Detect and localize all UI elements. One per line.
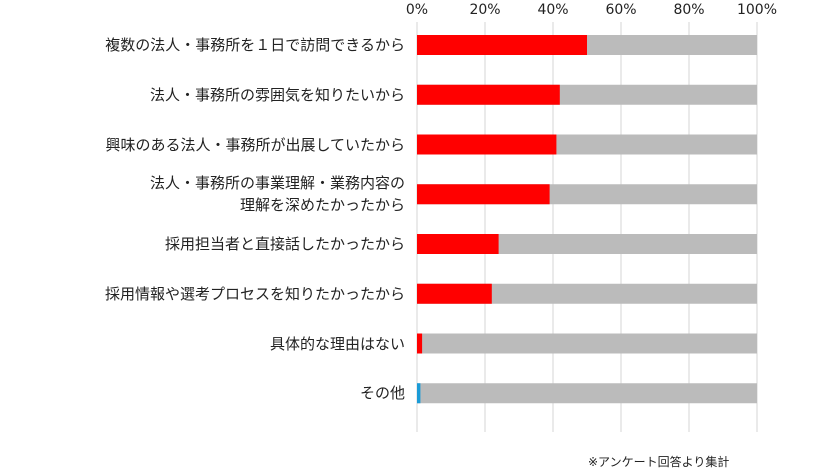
bar-track — [417, 234, 757, 254]
bar — [417, 35, 587, 55]
bar-track — [417, 333, 757, 354]
category-label: 法人・事務所の雰囲気を知りたいから — [149, 85, 405, 104]
x-tick-label: 20% — [469, 2, 501, 18]
x-tick-label: 40% — [537, 2, 569, 18]
bar — [417, 134, 557, 155]
category-label: その他 — [359, 384, 405, 403]
category-label: 法人・事務所の事業理解・業務内容の 理解を深めたかったから — [149, 174, 405, 215]
x-tick-label: 60% — [605, 2, 637, 18]
bar — [417, 84, 560, 105]
x-tick-label: 0% — [405, 2, 429, 18]
x-tick-label: 80% — [673, 2, 705, 18]
category-label: 採用情報や選考プロセスを知りたかったから — [104, 284, 405, 303]
bar — [417, 283, 492, 304]
category-label: 採用担当者と直接話したかったから — [164, 235, 405, 253]
bar — [417, 234, 499, 254]
bar — [417, 184, 550, 205]
category-label: 興味のある法人・事務所が出展していたから — [105, 135, 405, 154]
category-label: 具体的な理由はない — [269, 334, 405, 353]
bar-track — [417, 283, 757, 304]
bar-track — [417, 383, 757, 404]
footnote: ※アンケート回答より集計 — [588, 455, 730, 469]
bar — [417, 383, 421, 404]
x-tick-label: 100% — [736, 2, 778, 18]
bar — [417, 333, 423, 354]
category-label: 複数の法人・事務所を１日で訪問できるから — [105, 36, 405, 54]
